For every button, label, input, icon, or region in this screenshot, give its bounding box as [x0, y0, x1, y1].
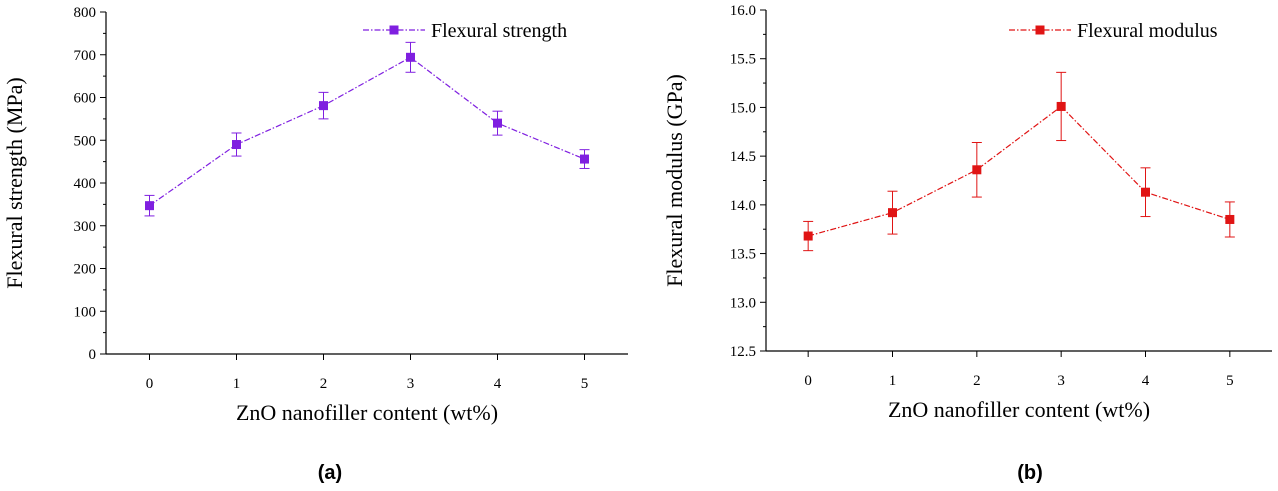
x-axis-title: ZnO nanofiller content (wt%)	[888, 397, 1150, 422]
data-point	[1225, 214, 1235, 224]
data-point	[1141, 187, 1150, 197]
panel-label: (b)	[1017, 462, 1043, 484]
y-tick-label: 14.5	[730, 149, 756, 165]
data-point	[493, 118, 502, 128]
x-tick-label: 4	[494, 376, 502, 392]
series-line	[149, 56, 585, 207]
x-tick-label: 1	[889, 373, 897, 389]
data-point	[319, 101, 328, 111]
y-tick-label: 200	[74, 262, 97, 278]
x-tick-label: 0	[146, 376, 154, 392]
legend-marker	[1035, 25, 1045, 35]
y-tick-label: 14.0	[730, 198, 756, 214]
legend-label: Flexural modulus	[1077, 20, 1218, 42]
chart-panel-a: 0 100 200 300 400 500 600 700 800 0 1 2 3 4 5 ZnO nanof…	[2, 5, 628, 484]
x-tick-label: 1	[233, 376, 241, 392]
y-tick-label: 13.5	[730, 247, 756, 263]
data-point	[232, 140, 241, 150]
y-tick-label: 12.5	[730, 344, 756, 360]
y-tick-label: 15.0	[730, 100, 756, 116]
y-tick-label: 15.5	[730, 52, 756, 68]
data-point	[972, 165, 982, 175]
y-tick-label: 700	[74, 48, 97, 64]
y-tick-label: 300	[74, 219, 97, 235]
y-tick-label: 600	[74, 91, 97, 107]
x-tick-label: 0	[804, 373, 812, 389]
x-tick-label: 2	[320, 376, 328, 392]
data-point	[145, 201, 154, 211]
y-tick-label: 100	[74, 304, 97, 320]
y-tick-label: 500	[74, 133, 97, 149]
x-tick-label: 3	[1057, 373, 1065, 389]
panel-label: (a)	[318, 462, 342, 484]
chart-panel-b: 12.5 13.0 13.5 14.0 14.5 15.0 15.5 16.0 0 1 2 3 4 5 Zn…	[662, 3, 1272, 484]
legend-marker	[389, 25, 399, 35]
x-axis-title: ZnO nanofiller content (wt%)	[236, 400, 498, 425]
x-tick-label: 5	[1226, 373, 1234, 389]
y-tick-label: 800	[74, 5, 97, 21]
y-tick-label: 0	[89, 347, 97, 363]
y-axis-title: Flexural modulus (GPa)	[662, 74, 687, 287]
data-point	[803, 231, 813, 241]
data-point	[406, 52, 415, 62]
y-tick-label: 16.0	[730, 3, 756, 19]
y-tick-label: 13.0	[730, 295, 756, 311]
y-axis-title: Flexural strength (MPa)	[2, 77, 27, 288]
x-tick-label: 5	[581, 376, 589, 392]
x-tick-label: 2	[973, 373, 981, 389]
legend-label: Flexural strength	[431, 20, 567, 42]
data-point	[580, 154, 589, 164]
data-point	[1056, 101, 1066, 111]
data-point	[888, 208, 897, 218]
y-tick-label: 400	[74, 176, 97, 192]
x-tick-label: 4	[1142, 373, 1150, 389]
x-tick-label: 3	[407, 376, 415, 392]
series-line	[808, 105, 1231, 237]
